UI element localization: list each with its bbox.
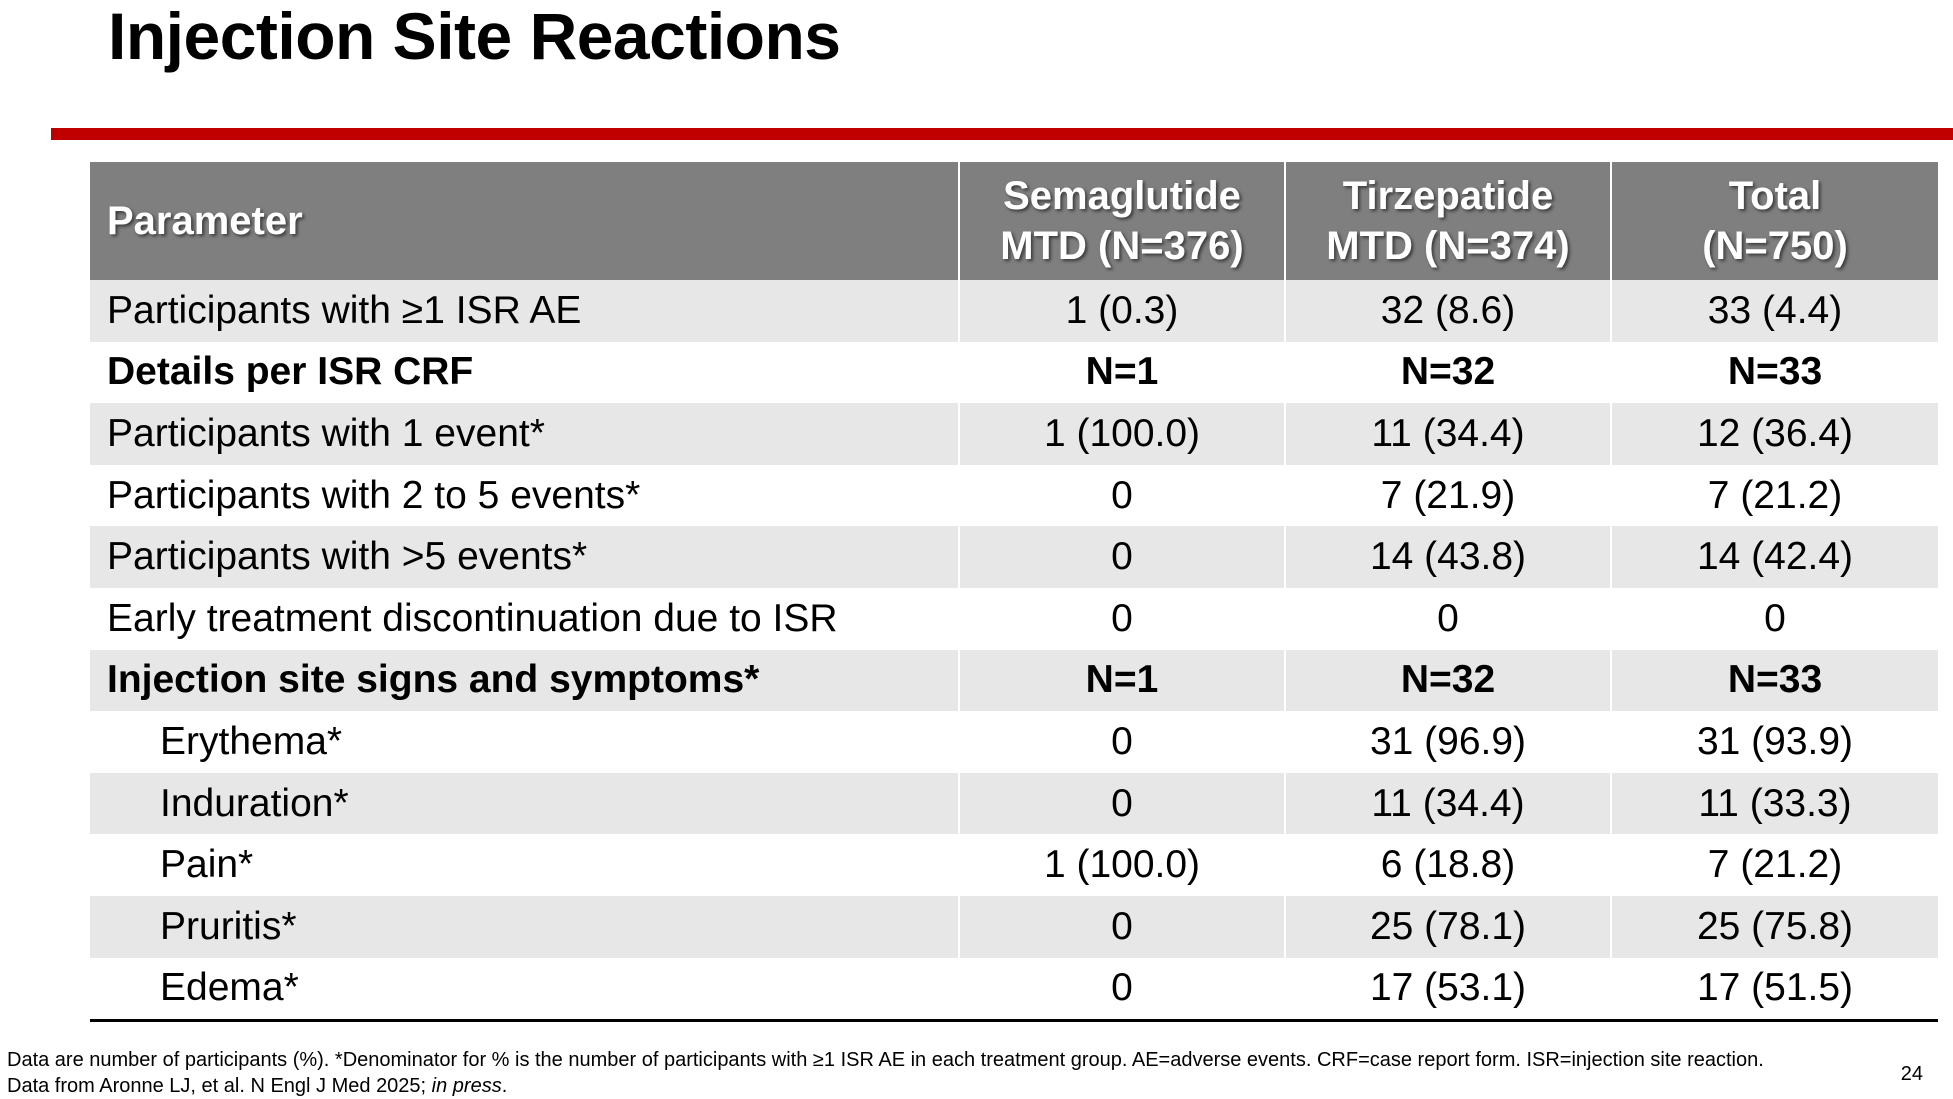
row-label: Early treatment discontinuation due to I… [90, 587, 959, 650]
row-label: Erythema* [90, 711, 959, 773]
footnote-line2: Data from Aronne LJ, et al. N Engl J Med… [7, 1073, 1764, 1099]
header-semaglutide-line2: MTD (N=376) [1000, 224, 1244, 268]
page-title: Injection Site Reactions [108, 0, 841, 73]
table-row: Pain* 1 (100.0) 6 (18.8) 7 (21.2) [90, 834, 1938, 896]
cell-tirzepatide: N=32 [1284, 341, 1611, 404]
cell-tirzepatide: 11 (34.4) [1284, 772, 1611, 835]
cell-semaglutide: 1 (0.3) [958, 280, 1285, 342]
table-row: Pruritis* 0 25 (78.1) 25 (75.8) [90, 895, 1938, 958]
injection-site-reactions-table: Parameter Semaglutide MTD (N=376) Tirzep… [90, 162, 1938, 1023]
cell-total: 14 (42.4) [1610, 526, 1938, 588]
footnote: Data are number of participants (%). *De… [7, 1047, 1764, 1099]
row-label: Injection site signs and symptoms* [90, 649, 959, 712]
header-semaglutide: Semaglutide MTD (N=376) [958, 162, 1285, 280]
cell-semaglutide: N=1 [958, 649, 1285, 712]
cell-semaglutide: 0 [958, 526, 1285, 588]
cell-total: 0 [1610, 587, 1938, 650]
cell-tirzepatide: 11 (34.4) [1284, 403, 1611, 465]
row-label: Participants with >5 events* [90, 526, 959, 588]
header-total-line1: Total [1728, 174, 1822, 218]
table-row: Participants with ≥1 ISR AE 1 (0.3) 32 (… [90, 280, 1938, 342]
header-total: Total (N=750) [1610, 162, 1938, 280]
cell-semaglutide: 0 [958, 957, 1285, 1023]
table-row: Participants with 2 to 5 events* 0 7 (21… [90, 464, 1938, 527]
cell-semaglutide: 0 [958, 772, 1285, 835]
cell-total: 33 (4.4) [1610, 280, 1938, 342]
cell-semaglutide: 0 [958, 464, 1285, 527]
cell-total: N=33 [1610, 341, 1938, 404]
cell-tirzepatide: 32 (8.6) [1284, 280, 1611, 342]
row-label: Participants with 2 to 5 events* [90, 464, 959, 527]
cell-tirzepatide: 7 (21.9) [1284, 464, 1611, 527]
table-body: Participants with ≥1 ISR AE 1 (0.3) 32 (… [90, 280, 1938, 1023]
header-tirzepatide-line1: Tirzepatide [1342, 174, 1554, 218]
cell-total: 12 (36.4) [1610, 403, 1938, 465]
table-row: Early treatment discontinuation due to I… [90, 587, 1938, 650]
cell-total: 7 (21.2) [1610, 834, 1938, 896]
cell-total: N=33 [1610, 649, 1938, 712]
cell-semaglutide: 1 (100.0) [958, 403, 1285, 465]
row-label: Induration* [90, 772, 959, 835]
header-total-line2: (N=750) [1702, 224, 1848, 268]
row-label: Details per ISR CRF [90, 341, 959, 404]
table-row: Participants with >5 events* 0 14 (43.8)… [90, 526, 1938, 588]
cell-semaglutide: 0 [958, 587, 1285, 650]
cell-semaglutide: 0 [958, 895, 1285, 958]
cell-semaglutide: 0 [958, 711, 1285, 773]
row-label: Pruritis* [90, 895, 959, 958]
footnote-in-press: in press [431, 1075, 502, 1097]
table-row: Erythema* 0 31 (96.9) 31 (93.9) [90, 711, 1938, 773]
table-row: Participants with 1 event* 1 (100.0) 11 … [90, 403, 1938, 465]
cell-tirzepatide: 17 (53.1) [1284, 957, 1611, 1023]
cell-total: 11 (33.3) [1610, 772, 1938, 835]
row-label: Pain* [90, 834, 959, 896]
header-parameter: Parameter [90, 162, 959, 280]
table-row-section-header: Details per ISR CRF N=1 N=32 N=33 [90, 341, 1938, 404]
table-header: Parameter Semaglutide MTD (N=376) Tirzep… [90, 162, 1938, 280]
row-label: Participants with 1 event* [90, 403, 959, 465]
header-row: Parameter Semaglutide MTD (N=376) Tirzep… [90, 162, 1938, 280]
cell-total: 7 (21.2) [1610, 464, 1938, 527]
row-label: Participants with ≥1 ISR AE [90, 280, 959, 342]
cell-tirzepatide: N=32 [1284, 649, 1611, 712]
cell-tirzepatide: 31 (96.9) [1284, 711, 1611, 773]
header-tirzepatide-line2: MTD (N=374) [1326, 224, 1570, 268]
footnote-citation: Data from Aronne LJ, et al. N Engl J Med… [7, 1075, 432, 1097]
table-row-section-header: Injection site signs and symptoms* N=1 N… [90, 649, 1938, 712]
footnote-line1: Data are number of participants (%). *De… [7, 1049, 1764, 1071]
cell-total: 31 (93.9) [1610, 711, 1938, 773]
table-row: Edema* 0 17 (53.1) 17 (51.5) [90, 957, 1938, 1023]
header-tirzepatide: Tirzepatide MTD (N=374) [1284, 162, 1611, 280]
header-semaglutide-line1: Semaglutide [1003, 174, 1241, 218]
cell-semaglutide: 1 (100.0) [958, 834, 1285, 896]
cell-total: 25 (75.8) [1610, 895, 1938, 958]
cell-tirzepatide: 25 (78.1) [1284, 895, 1611, 958]
row-label: Edema* [90, 957, 959, 1023]
footnote-period: . [501, 1075, 508, 1097]
cell-semaglutide: N=1 [958, 341, 1285, 404]
cell-tirzepatide: 14 (43.8) [1284, 526, 1611, 588]
title-divider [51, 128, 1953, 140]
table-row: Induration* 0 11 (34.4) 11 (33.3) [90, 772, 1938, 835]
cell-tirzepatide: 6 (18.8) [1284, 834, 1611, 896]
cell-total: 17 (51.5) [1610, 957, 1938, 1023]
page-number: 24 [1900, 1063, 1923, 1085]
cell-tirzepatide: 0 [1284, 587, 1611, 650]
